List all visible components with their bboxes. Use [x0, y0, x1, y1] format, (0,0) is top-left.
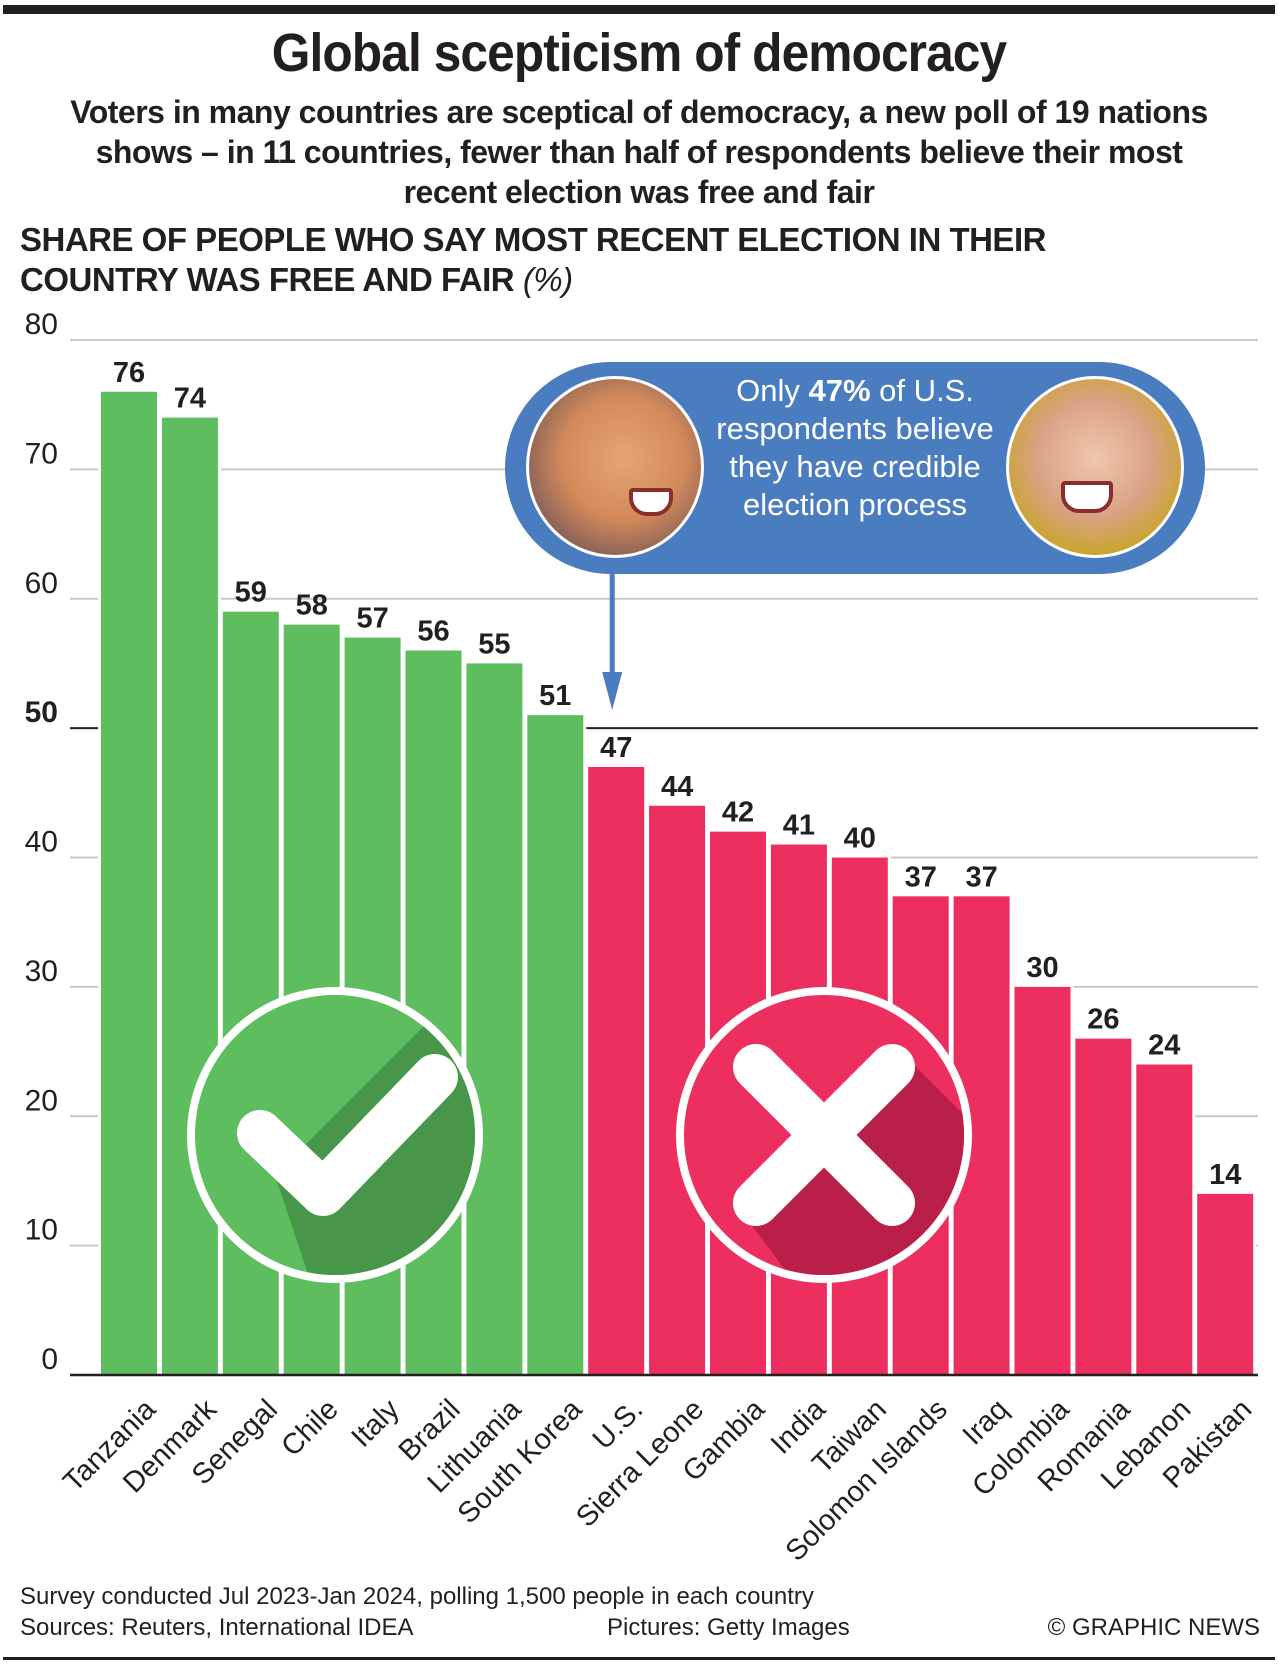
page-title: Global scepticism of democracy: [271, 23, 1007, 83]
y-tick-label: 0: [41, 1343, 58, 1376]
y-tick-label: 70: [25, 437, 58, 470]
bar: [1197, 1193, 1254, 1375]
checkmark-glyph: [237, 1054, 458, 1216]
chart-heading-text: SHARE OF PEOPLE WHO SAY MOST RECENT ELEC…: [20, 221, 1046, 298]
value-label: 56: [417, 616, 449, 648]
arrow-head-icon: [602, 672, 623, 710]
portrait-icon: [1006, 376, 1184, 558]
bar: [161, 417, 218, 1375]
callout-highlight: 47%: [808, 373, 871, 408]
bar: [101, 391, 157, 1375]
value-label: 41: [783, 810, 815, 842]
value-label: 59: [235, 577, 267, 609]
value-label: 44: [661, 771, 693, 803]
y-tick-label: 80: [25, 308, 58, 341]
value-label: 58: [296, 590, 328, 622]
picture-credit: Pictures: Getty Images: [607, 1614, 850, 1641]
value-label: 57: [356, 603, 388, 635]
value-label: 42: [722, 797, 754, 829]
value-label: 24: [1148, 1030, 1180, 1062]
bar: [588, 766, 645, 1375]
portrait-icon: [526, 376, 704, 558]
value-label: 26: [1087, 1004, 1119, 1036]
value-label: 51: [539, 680, 571, 712]
copyright: © GRAPHIC NEWS: [1047, 1614, 1260, 1641]
category-label: Chile: [275, 1393, 344, 1462]
value-label: 30: [1026, 952, 1058, 984]
value-label: 47: [600, 732, 632, 764]
bar: [527, 715, 584, 1375]
bar: [1075, 1038, 1132, 1375]
cross-glyph: [733, 1044, 915, 1226]
y-tick-label: 30: [25, 955, 58, 988]
value-label: 37: [965, 861, 997, 893]
y-tick-label: 20: [25, 1084, 58, 1117]
survey-note: Survey conducted Jul 2023-Jan 2024, poll…: [20, 1583, 814, 1610]
y-tick-label: 40: [25, 826, 58, 859]
y-axis-ticks: 0 10 20 30 40 50 60 70 80: [25, 308, 58, 1376]
y-tick-label: 50: [25, 696, 58, 729]
checkmark-circle-icon: [187, 987, 483, 1283]
sources: Sources: Reuters, International IDEA: [20, 1614, 414, 1641]
value-label: 55: [478, 628, 510, 660]
verdict-icons: [187, 987, 972, 1283]
value-label: 74: [174, 383, 206, 415]
chart-heading-unit: (%): [522, 261, 573, 298]
cross-circle-icon: [676, 987, 972, 1283]
value-label: 37: [905, 861, 937, 893]
y-tick-label: 60: [25, 567, 58, 600]
callout-text: Only 47% of U.S. respondents believe the…: [716, 373, 994, 522]
bottom-rule: [3, 1657, 1275, 1660]
us-callout: Only 47% of U.S. respondents believe the…: [505, 362, 1205, 574]
top-rule: [3, 5, 1275, 14]
value-label: 76: [113, 357, 145, 389]
chart-heading: SHARE OF PEOPLE WHO SAY MOST RECENT ELEC…: [20, 220, 1120, 300]
callout-arrow: [602, 572, 623, 710]
subtitle: Voters in many countries are sceptical o…: [70, 94, 1208, 210]
bar: [466, 663, 523, 1375]
value-labels: 76 74 59 58 57 56 55 51 47 44 42 41 40 37 37 30 26 24 14: [113, 357, 1241, 1191]
value-label: 14: [1209, 1159, 1241, 1191]
value-label: 40: [844, 823, 876, 855]
bar: [1136, 1064, 1193, 1375]
y-tick-label: 10: [25, 1214, 58, 1247]
icon-shadow: [275, 1015, 475, 1275]
bar: [1014, 986, 1071, 1375]
